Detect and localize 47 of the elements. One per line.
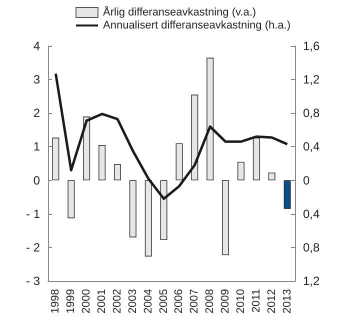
y2-tick-label: 0,8 (303, 106, 320, 120)
bar (129, 180, 136, 238)
legend-label: Annualisert differanseavkastning (h.a.) (103, 20, 291, 32)
x-tick-label: 1998 (50, 289, 62, 314)
x-tick-label: 2008 (204, 289, 216, 314)
y2-tick-label: 0,4 (303, 206, 320, 221)
bar (237, 162, 244, 180)
bar (176, 143, 183, 180)
y2-tick-label: 1,2 (303, 274, 320, 288)
y-tick-label: 2 (33, 106, 40, 120)
y-tick-label: - 2 (26, 240, 40, 254)
y2-tick-label: 0,8 (303, 240, 320, 254)
x-tick-label: 2012 (266, 289, 278, 314)
bar (268, 172, 276, 180)
y2-tick-label: 1,2 (303, 72, 320, 87)
bar (98, 145, 106, 180)
x-tick-label: 2001 (96, 289, 108, 314)
x-tick-label: 1999 (65, 289, 78, 314)
x-tick-label: 2003 (126, 289, 139, 314)
x-tick-label: 2010 (234, 289, 247, 314)
x-tick-label: 2011 (250, 289, 262, 313)
x-tick-label: 2005 (158, 289, 170, 314)
y-tick-label: 4 (33, 39, 40, 53)
bar (114, 164, 121, 180)
y-tick-label: - 1 (26, 206, 40, 221)
bar (222, 180, 230, 256)
y-tick-label: 3 (33, 72, 40, 87)
legend-label: Årlig differanseavkastning (v.a.) (103, 6, 256, 18)
x-tick-label: 2009 (220, 289, 232, 314)
bar (83, 116, 90, 180)
bar (191, 94, 198, 180)
bar (252, 138, 260, 180)
y2-tick-label: 0,4 (303, 140, 320, 154)
x-tick-label: 2004 (142, 289, 154, 314)
bar (284, 180, 291, 209)
x-tick-label: 2006 (173, 289, 186, 314)
x-tick-label: 2007 (188, 289, 201, 314)
y-tick-label: 1 (33, 140, 40, 154)
bar (68, 180, 75, 218)
x-tick-label: 2002 (111, 289, 124, 314)
bar (52, 138, 60, 180)
y2-tick-label: 1,6 (303, 39, 320, 53)
x-tick-label: 2013 (281, 289, 294, 314)
y2-tick-label: 0 (303, 173, 310, 188)
y-tick-label: 0 (33, 173, 40, 188)
y-tick-label: - 3 (26, 274, 40, 288)
x-tick-label: 2000 (80, 289, 93, 314)
